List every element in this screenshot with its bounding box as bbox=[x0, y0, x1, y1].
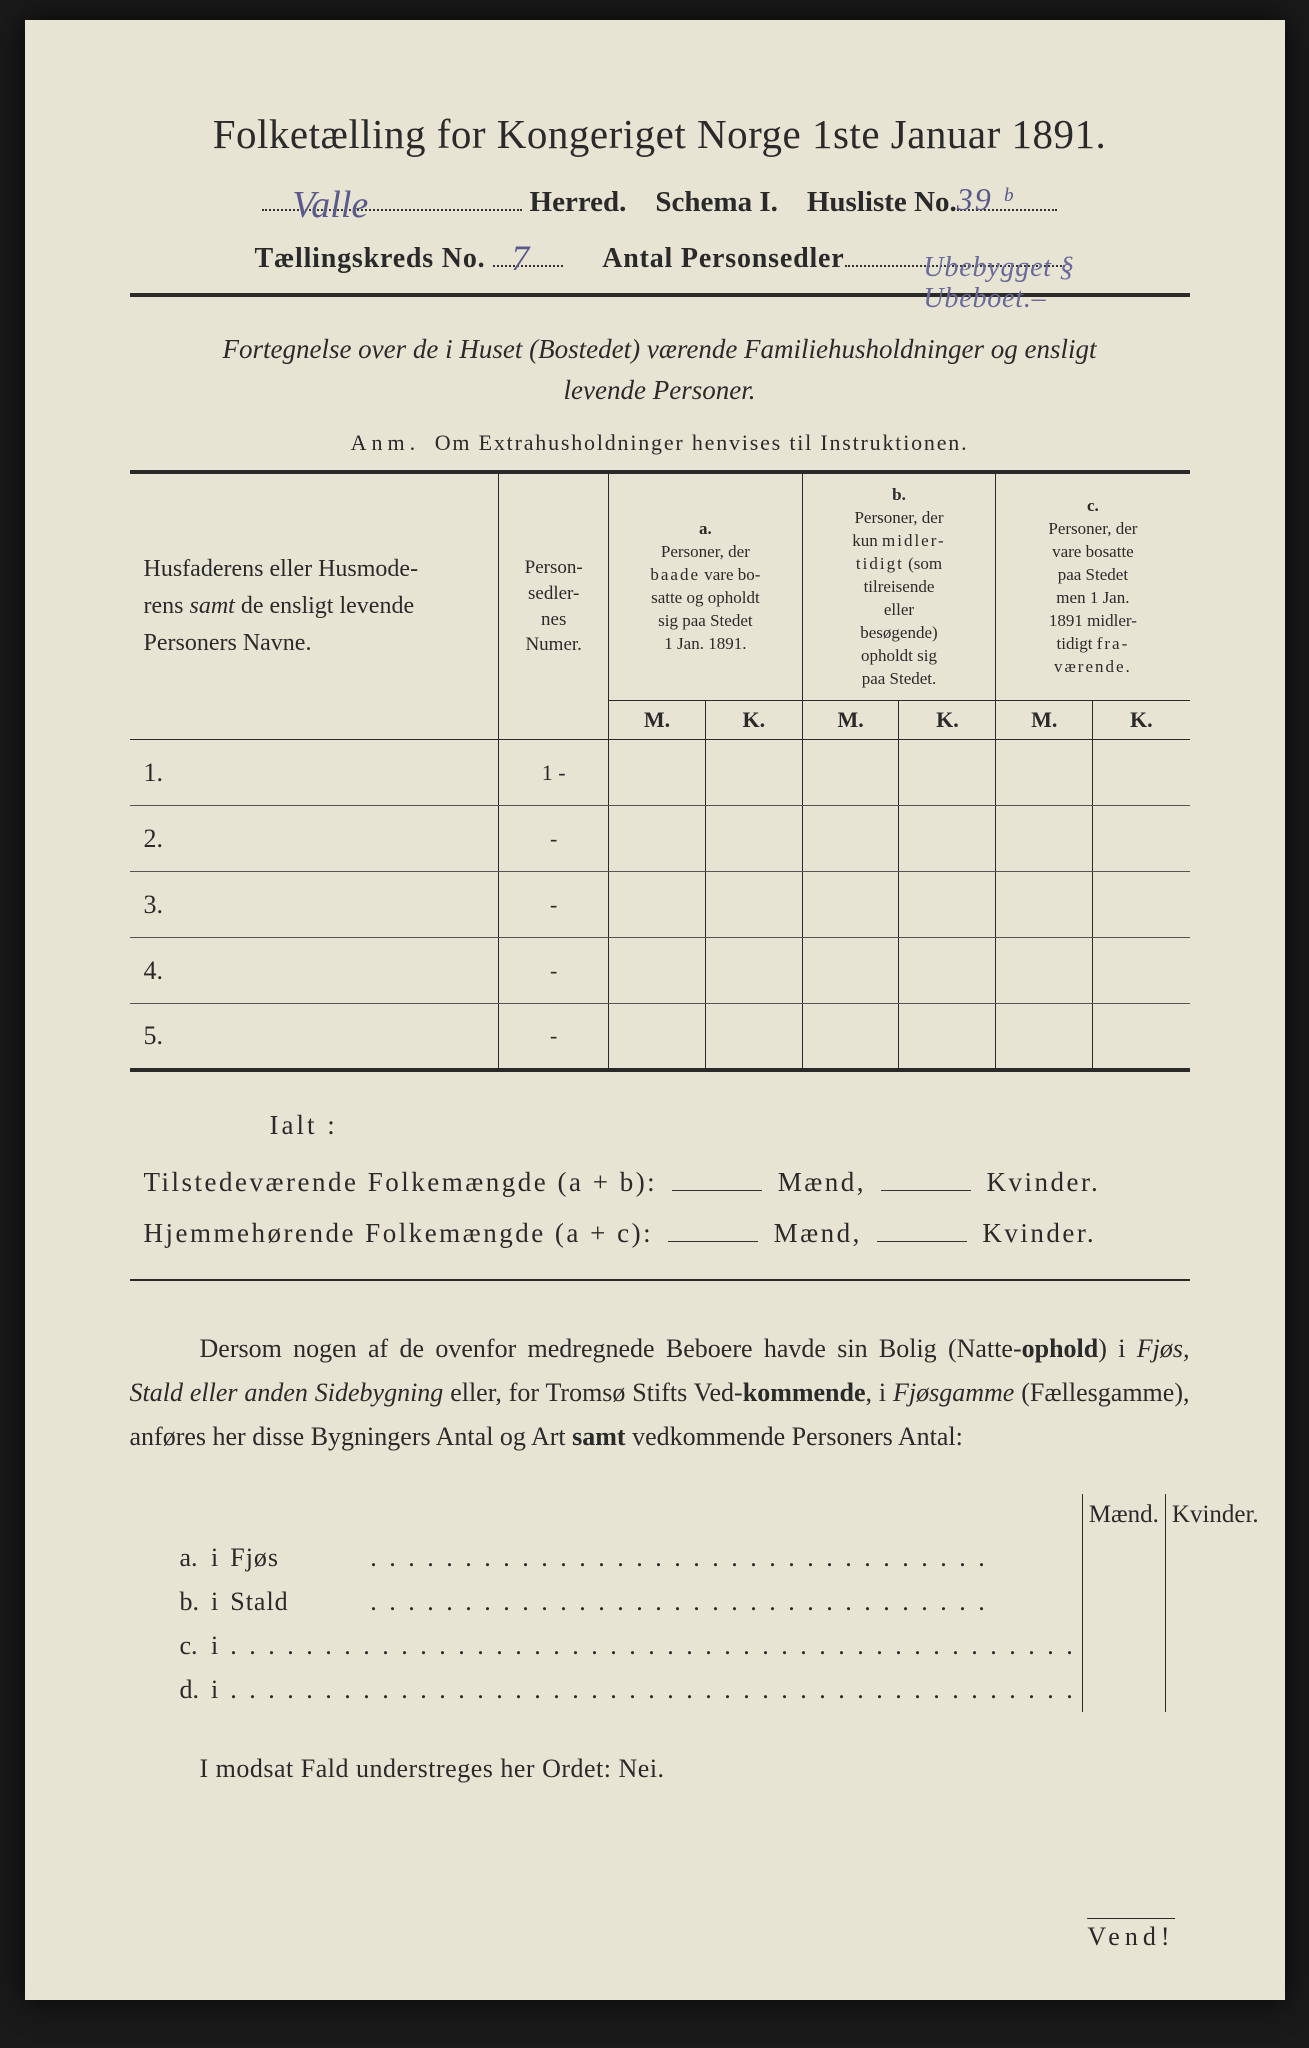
summary-resident: Hjemmehørende Folkemængde (a + c): Mænd,… bbox=[144, 1218, 1190, 1249]
mk-c-k: K. bbox=[1093, 701, 1190, 740]
person-num: - bbox=[499, 1004, 609, 1070]
husliste-handwritten: 39 ᵇ bbox=[957, 181, 1014, 218]
sub-kvinder-header: Kvinder. bbox=[1165, 1494, 1264, 1536]
header-line-3: Tællingskreds No. 7 Antal Personsedler U… bbox=[130, 243, 1190, 275]
header-line-2: Valle Herred. Schema I. Husliste No. 39 … bbox=[130, 186, 1190, 219]
dots-fill: . . . . . . . . . . . . . . . . . . . . … bbox=[224, 1624, 1082, 1668]
kreds-handwritten: 7 bbox=[511, 237, 530, 279]
anm-text: Om Extrahusholdninger henvises til Instr… bbox=[435, 430, 969, 455]
antal-hand-1: Ubebygget § bbox=[923, 252, 1074, 283]
person-num: - bbox=[499, 872, 609, 938]
col-header-b: b. Personer, derkun midler-tidigt (somti… bbox=[802, 472, 996, 701]
mk-c-m: M. bbox=[996, 701, 1093, 740]
census-form-page: Folketælling for Kongeriget Norge 1ste J… bbox=[25, 20, 1285, 2000]
row-letter: b. bbox=[130, 1580, 206, 1624]
row-letter: a. bbox=[130, 1536, 206, 1580]
schema-label: Schema I. bbox=[655, 186, 777, 218]
row-num: 1. bbox=[130, 740, 499, 806]
row-num: 2. bbox=[130, 806, 499, 872]
dots-fill: . . . . . . . . . . . . . . . . . . . . … bbox=[224, 1668, 1082, 1712]
col-c-label: c. bbox=[1087, 496, 1099, 515]
dots-fill: . . . . . . . . . . . . . . . . . . . . … bbox=[364, 1580, 1082, 1624]
maend-label: Mænd, bbox=[778, 1167, 866, 1197]
person-num: 1 - bbox=[499, 740, 609, 806]
row-num: 4. bbox=[130, 938, 499, 1004]
building-row: d. i . . . . . . . . . . . . . . . . . .… bbox=[130, 1668, 1265, 1712]
table-row: 3. - bbox=[130, 872, 1190, 938]
table-row: 4. - bbox=[130, 938, 1190, 1004]
mk-b-m: M. bbox=[802, 701, 899, 740]
summary-2-label: Hjemmehørende Folkemængde (a + c): bbox=[144, 1218, 654, 1248]
summary-present: Tilstedeværende Folkemængde (a + b): Mæn… bbox=[144, 1167, 1190, 1198]
kvinder-label: Kvinder. bbox=[986, 1167, 1100, 1197]
col-a-label: a. bbox=[699, 519, 712, 538]
table-row: 5. - bbox=[130, 1004, 1190, 1070]
page-title: Folketælling for Kongeriget Norge 1ste J… bbox=[130, 110, 1190, 158]
subtitle: Fortegnelse over de i Huset (Bostedet) v… bbox=[130, 329, 1190, 410]
summary-1-label: Tilstedeværende Folkemængde (a + b): bbox=[144, 1167, 658, 1197]
mk-a-k: K. bbox=[705, 701, 802, 740]
antal-hand-2: Ubeboet.– bbox=[923, 283, 1046, 314]
person-num: - bbox=[499, 806, 609, 872]
mk-a-m: M. bbox=[609, 701, 706, 740]
row-name: Stald bbox=[224, 1580, 364, 1624]
col-header-num: Person-sedler-nesNumer. bbox=[499, 472, 609, 740]
col-header-c: c. Personer, dervare bosattepaa Stedetme… bbox=[996, 472, 1190, 701]
explanatory-paragraph: Dersom nogen af de ovenfor medregnede Be… bbox=[130, 1327, 1190, 1460]
sub-maend-header: Mænd. bbox=[1082, 1494, 1165, 1536]
maend-label: Mænd, bbox=[774, 1218, 862, 1248]
census-table: Husfaderens eller Husmode-rens samt de e… bbox=[130, 470, 1190, 1072]
building-table: Mænd. Kvinder. a. i Fjøs . . . . . . . .… bbox=[130, 1494, 1265, 1712]
row-i: i bbox=[205, 1536, 224, 1580]
person-num: - bbox=[499, 938, 609, 1004]
row-i: i bbox=[205, 1580, 224, 1624]
row-num: 3. bbox=[130, 872, 499, 938]
divider-thin bbox=[130, 1279, 1190, 1281]
mk-b-k: K. bbox=[899, 701, 996, 740]
col-header-a: a. Personer, derbaade vare bo-satte og o… bbox=[609, 472, 803, 701]
husliste-label: Husliste No. bbox=[807, 186, 957, 218]
vend-label: Vend! bbox=[1087, 1918, 1174, 1952]
kvinder-label: Kvinder. bbox=[982, 1218, 1096, 1248]
herred-label: Herred. bbox=[530, 186, 627, 218]
row-num: 5. bbox=[130, 1004, 499, 1070]
dots-fill: . . . . . . . . . . . . . . . . . . . . … bbox=[364, 1536, 1082, 1580]
col-b-label: b. bbox=[892, 485, 906, 504]
nei-line: I modsat Fald understreges her Ordet: Ne… bbox=[130, 1754, 1190, 1784]
table-row: 2. - bbox=[130, 806, 1190, 872]
anm-label: Anm. bbox=[351, 430, 421, 455]
building-row: b. i Stald . . . . . . . . . . . . . . .… bbox=[130, 1580, 1265, 1624]
antal-handwritten: Ubebygget § Ubeboet.– bbox=[923, 253, 1074, 315]
ialt-label: Ialt : bbox=[270, 1110, 1190, 1141]
table-row: 1. 1 - bbox=[130, 740, 1190, 806]
anm-note: Anm. Om Extrahusholdninger henvises til … bbox=[130, 430, 1190, 456]
building-row: a. i Fjøs . . . . . . . . . . . . . . . … bbox=[130, 1536, 1265, 1580]
kreds-label: Tællingskreds No. bbox=[255, 243, 486, 274]
row-letter: c. bbox=[130, 1624, 206, 1668]
row-i: i bbox=[205, 1624, 224, 1668]
row-letter: d. bbox=[130, 1668, 206, 1712]
herred-handwritten: Valle bbox=[292, 183, 368, 227]
row-name: Fjøs bbox=[224, 1536, 364, 1580]
row-i: i bbox=[205, 1668, 224, 1712]
col-header-name: Husfaderens eller Husmode-rens samt de e… bbox=[130, 472, 499, 740]
antal-label: Antal Personsedler bbox=[602, 243, 844, 274]
building-row: c. i . . . . . . . . . . . . . . . . . .… bbox=[130, 1624, 1265, 1668]
